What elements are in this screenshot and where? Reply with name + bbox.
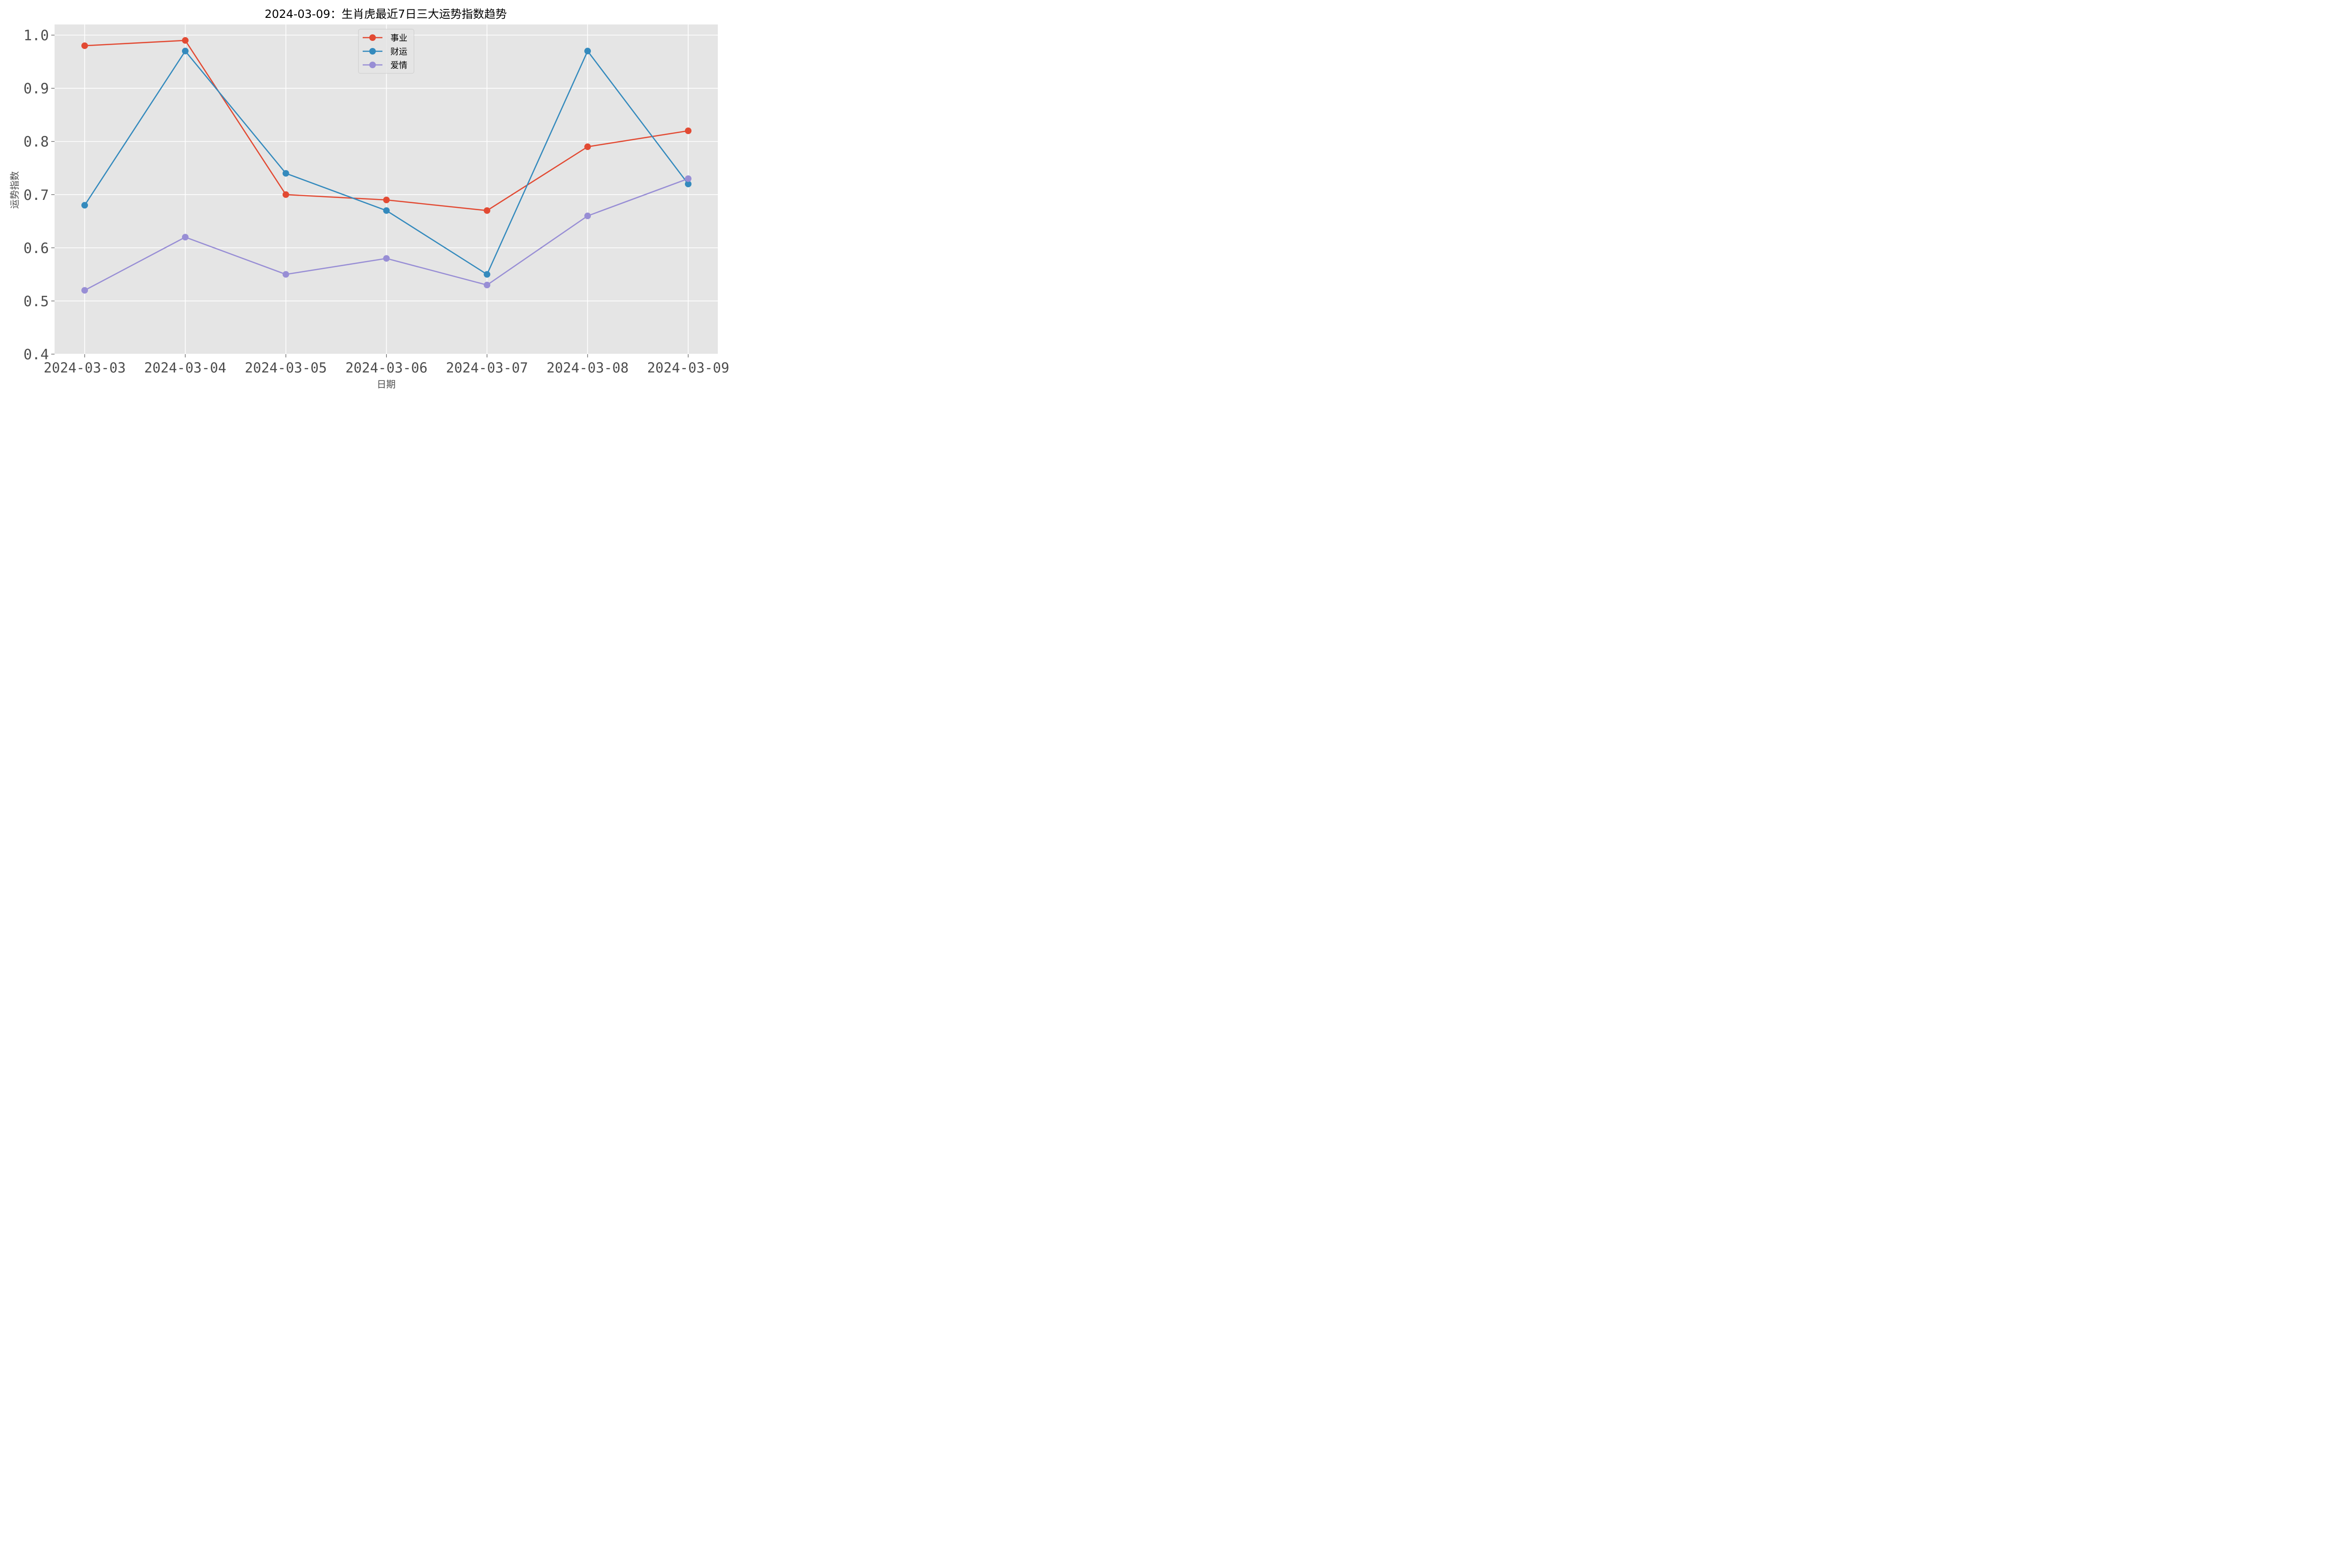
data-point xyxy=(81,42,88,49)
data-point xyxy=(282,191,289,198)
y-tick-label: 1.0 xyxy=(24,28,49,44)
legend-marker xyxy=(369,62,376,68)
series-layer xyxy=(81,37,691,294)
legend-label: 事业 xyxy=(390,33,407,43)
data-point xyxy=(81,287,88,294)
legend-item: 事业 xyxy=(363,33,407,43)
y-tick-label: 0.9 xyxy=(24,81,49,97)
legend-marker xyxy=(369,48,376,55)
x-tick-label: 2024-03-05 xyxy=(245,360,327,376)
legend-label: 爱情 xyxy=(390,61,407,71)
data-point xyxy=(685,181,691,188)
x-tick-label: 2024-03-09 xyxy=(647,360,730,376)
data-point xyxy=(81,202,88,209)
x-axis: 2024-03-03 2024-03-04 2024-03-05 2024-03-06… xyxy=(44,354,730,376)
x-tick-label: 2024-03-04 xyxy=(144,360,227,376)
x-tick-label: 2024-03-07 xyxy=(446,360,528,376)
y-axis-label: 运势指数 xyxy=(9,171,20,209)
data-point xyxy=(383,255,390,262)
data-point xyxy=(282,271,289,278)
legend-item: 爱情 xyxy=(363,61,407,71)
legend-label: 财运 xyxy=(390,47,407,57)
x-axis-label: 日期 xyxy=(377,379,396,390)
line-chart: 2024-03-09：生肖虎最近7日三大运势指数趋势 2024-03-03 202… xyxy=(9,8,730,390)
data-point xyxy=(584,143,591,150)
data-point xyxy=(182,48,189,55)
series-3 xyxy=(81,175,691,294)
y-axis: 0.4 0.5 0.6 0.7 0.8 0.9 1.0 xyxy=(24,28,55,363)
y-tick-label: 0.8 xyxy=(24,134,49,150)
series-1 xyxy=(81,37,691,214)
data-point xyxy=(383,207,390,214)
y-tick-label: 0.4 xyxy=(24,347,49,363)
y-tick-label: 0.6 xyxy=(24,240,49,257)
chart-title: 2024-03-09：生肖虎最近7日三大运势指数趋势 xyxy=(265,8,507,21)
x-tick-label: 2024-03-03 xyxy=(44,360,126,376)
x-tick-label: 2024-03-08 xyxy=(547,360,629,376)
data-point xyxy=(484,207,491,214)
y-tick-label: 0.5 xyxy=(24,293,49,310)
data-point xyxy=(484,271,491,278)
data-point xyxy=(584,213,591,220)
legend-marker xyxy=(369,34,376,41)
y-tick-label: 0.7 xyxy=(24,187,49,204)
series-2 xyxy=(81,48,691,278)
legend-item: 财运 xyxy=(363,47,407,57)
data-point xyxy=(282,170,289,177)
data-point xyxy=(484,282,491,289)
data-point xyxy=(182,37,189,44)
x-tick-label: 2024-03-06 xyxy=(345,360,428,376)
data-point xyxy=(584,48,591,55)
data-point xyxy=(685,175,691,182)
data-point xyxy=(182,234,189,241)
data-point xyxy=(383,197,390,204)
data-point xyxy=(685,127,691,135)
